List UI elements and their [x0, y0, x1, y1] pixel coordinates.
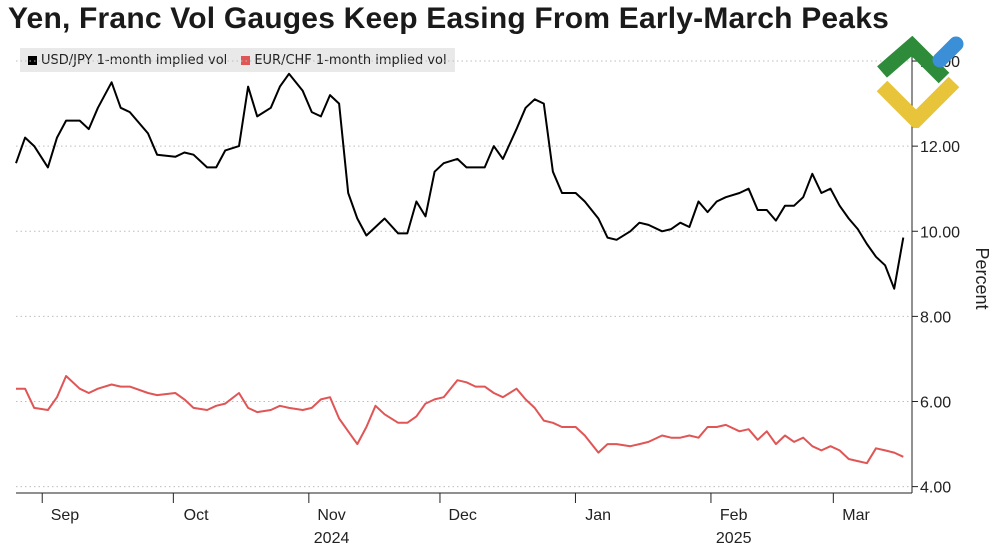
y-tick-label: 6.00: [920, 394, 951, 411]
legend-label-usdjpy: USD/JPY 1-month implied vol: [41, 52, 228, 68]
x-tick-label: Oct: [184, 507, 209, 524]
x-tick-label: Nov: [317, 507, 345, 524]
x-year-label: 2025: [716, 530, 752, 545]
x-year-label: 2024: [314, 530, 350, 545]
x-tick-label: Sep: [51, 507, 80, 524]
chart-legend: USD/JPY 1-month implied vol EUR/CHF 1-mo…: [20, 48, 455, 72]
x-tick-label: Dec: [448, 507, 476, 524]
x-tick-label: Jan: [585, 507, 611, 524]
legend-label-eurchf: EUR/CHF 1-month implied vol: [254, 52, 447, 68]
y-tick-label: 8.00: [920, 309, 951, 326]
legend-swatch-eurchf: [241, 55, 251, 65]
legend-item-eurchf: EUR/CHF 1-month implied vol: [241, 52, 447, 68]
x-tick-label: Feb: [720, 507, 748, 524]
y-tick-label: 10.00: [920, 224, 960, 241]
legend-swatch-usdjpy: [28, 55, 37, 65]
legend-item-usdjpy: USD/JPY 1-month implied vol: [28, 53, 227, 68]
brand-logo-icon: [876, 36, 964, 128]
y-axis-label: Percent: [972, 247, 992, 309]
x-tick-label: Mar: [842, 507, 870, 524]
chart-title: Yen, Franc Vol Gauges Keep Easing From E…: [8, 2, 889, 35]
series-line-0: [15, 72, 905, 290]
y-tick-label: 4.00: [920, 480, 951, 497]
y-tick-label: 12.00: [920, 139, 960, 156]
series-line-1: [16, 375, 904, 465]
